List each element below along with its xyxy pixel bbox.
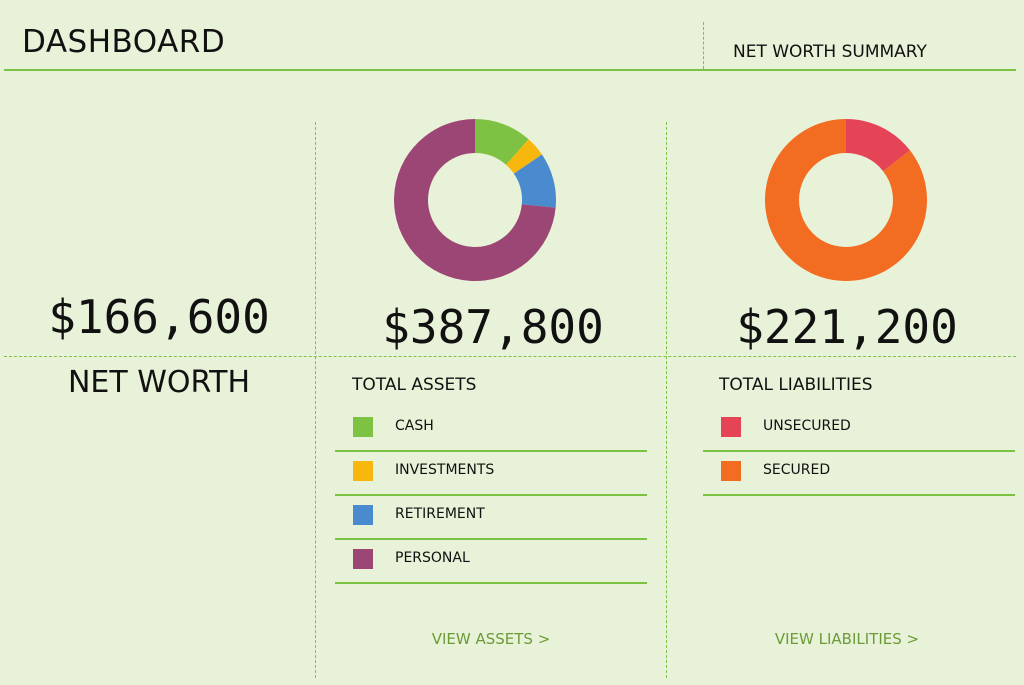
legend-row-personal: PERSONAL	[335, 538, 647, 584]
assets-slice-investments	[506, 139, 542, 174]
legend-label-secured: SECURED	[763, 462, 831, 478]
legend-row-cash: CASH	[335, 406, 647, 452]
total-assets-value: $387,800	[382, 300, 604, 354]
total-liabilities-value: $221,200	[736, 300, 958, 354]
assets-donut-chart	[394, 119, 556, 281]
unsecured-swatch	[721, 417, 741, 437]
personal-swatch	[353, 549, 373, 569]
retirement-swatch	[353, 505, 373, 525]
net-worth-label: NET WORTH	[67, 365, 251, 400]
legend-label-personal: PERSONAL	[395, 550, 470, 566]
legend-label-unsecured: UNSECURED	[763, 418, 851, 434]
legend-label-investments: INVESTMENTS	[395, 462, 495, 478]
secured-swatch	[721, 461, 741, 481]
investments-swatch	[353, 461, 373, 481]
net-worth-summary-label: NET WORTH SUMMARY	[733, 42, 927, 62]
legend-row-investments: INVESTMENTS	[335, 450, 647, 496]
liabilities-slice-unsecured	[846, 119, 911, 172]
row-divider	[4, 356, 1016, 357]
total-assets-title: TOTAL ASSETS	[352, 375, 477, 395]
liabilities-slice-secured	[765, 119, 927, 281]
assets-slice-retirement	[513, 154, 556, 208]
assets-slice-cash	[475, 119, 529, 165]
view-liabilities-link[interactable]: VIEW LIABILITIES >	[774, 630, 920, 648]
cash-swatch	[353, 417, 373, 437]
total-liabilities-title: TOTAL LIABILITIES	[719, 375, 873, 395]
column-divider-right	[666, 122, 667, 678]
legend-row-unsecured: UNSECURED	[703, 406, 1015, 452]
legend-row-retirement: RETIREMENT	[335, 494, 647, 540]
header-divider	[4, 69, 1016, 71]
column-divider-left	[315, 122, 316, 678]
liabilities-donut-chart	[765, 119, 927, 281]
header-separator	[703, 22, 704, 69]
view-assets-link[interactable]: VIEW ASSETS >	[431, 630, 551, 648]
page-title: DASHBOARD	[22, 24, 226, 60]
assets-slice-personal	[394, 119, 556, 281]
legend-label-cash: CASH	[395, 418, 434, 434]
legend-row-secured: SECURED	[703, 450, 1015, 496]
legend-label-retirement: RETIREMENT	[395, 506, 485, 522]
net-worth-value: $166,600	[48, 290, 270, 344]
